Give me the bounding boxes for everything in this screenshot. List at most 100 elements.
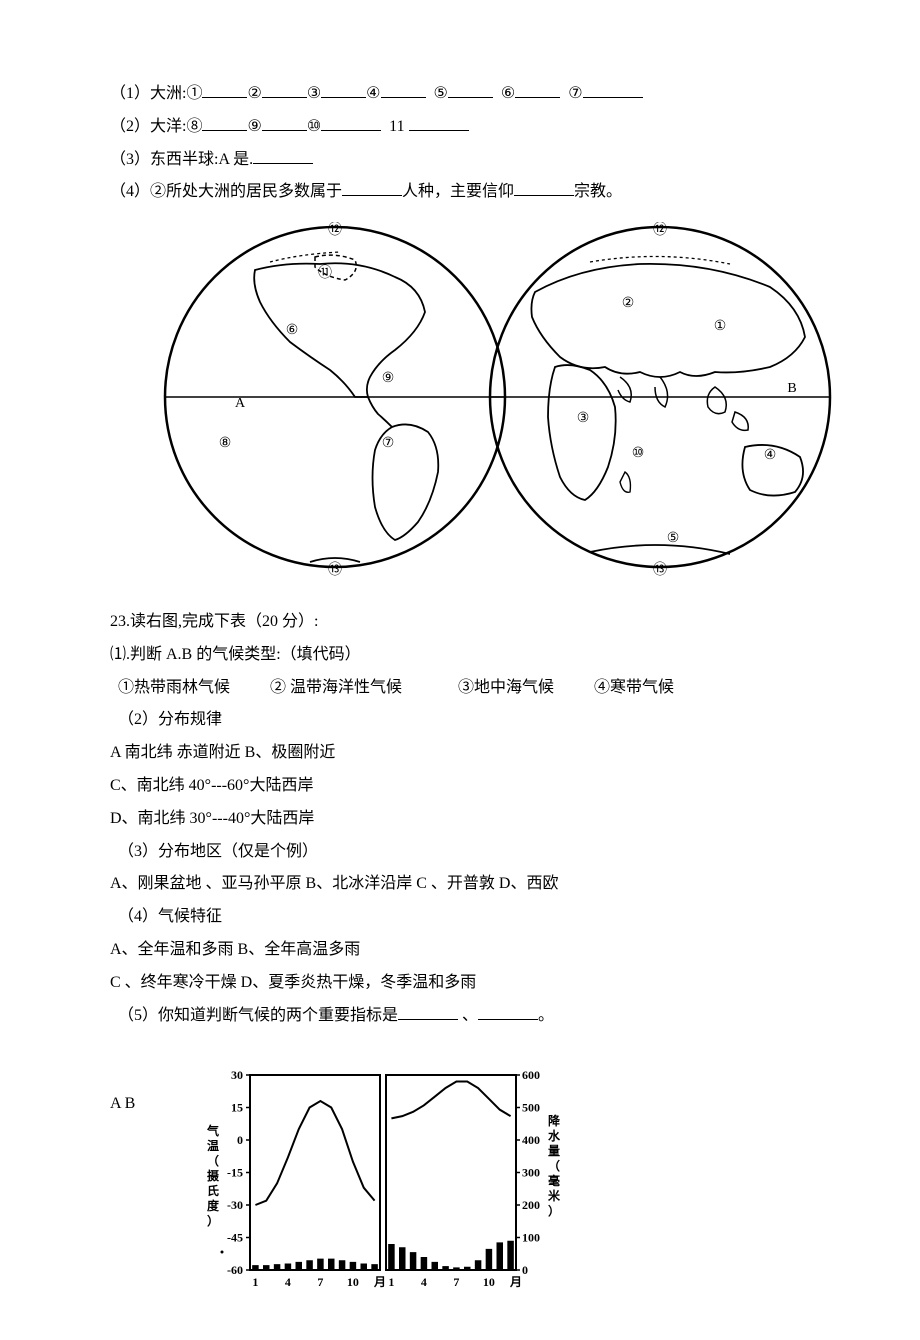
- blank[interactable]: [515, 82, 560, 98]
- question-3: （3）东西半球:A 是.: [110, 146, 810, 175]
- svg-text:③: ③: [577, 411, 590, 426]
- blank[interactable]: [321, 115, 381, 131]
- svg-text:200: 200: [522, 1198, 540, 1212]
- chart-ab-label: A B: [110, 1090, 135, 1119]
- svg-text:⑬: ⑬: [653, 562, 667, 578]
- svg-text:（: （: [207, 1153, 219, 1168]
- q2-item-3: ⑩: [307, 118, 321, 135]
- svg-text:）: ）: [548, 1203, 560, 1218]
- q23-sub4: （4）气候特征: [118, 903, 810, 932]
- blank[interactable]: [448, 82, 493, 98]
- blank[interactable]: [514, 180, 574, 196]
- q2-item-2: ⑨: [247, 118, 261, 135]
- svg-text:气: 气: [206, 1123, 219, 1138]
- blank[interactable]: [409, 115, 469, 131]
- svg-text:温: 温: [207, 1139, 219, 1153]
- svg-text:10: 10: [347, 1275, 359, 1289]
- svg-text:A: A: [235, 396, 246, 411]
- svg-text:-45: -45: [227, 1231, 243, 1245]
- q23-sub5-sep: 、: [458, 1007, 478, 1024]
- svg-text:月: 月: [373, 1275, 386, 1289]
- svg-text:4: 4: [285, 1275, 291, 1289]
- q4-prefix: （4）②所处大洲的居民多数属于: [110, 183, 342, 200]
- question-2: （2）大洋:⑧⑨⑩ 11: [110, 113, 810, 142]
- svg-text:600: 600: [522, 1068, 540, 1082]
- svg-text:500: 500: [522, 1101, 540, 1115]
- question-1: （1）大洲:① ② ③ ④ ⑤ ⑥ ⑦: [110, 80, 810, 109]
- svg-text:降: 降: [548, 1113, 561, 1128]
- q23-sub4-cd: C 、终年寒冷干燥 D、夏季炎热干燥，冬季温和多雨: [110, 969, 810, 998]
- blank[interactable]: [583, 82, 643, 98]
- q4-suffix: 宗教。: [574, 183, 622, 200]
- svg-text:月: 月: [509, 1275, 522, 1289]
- blank[interactable]: [321, 82, 366, 98]
- blank[interactable]: [202, 82, 247, 98]
- svg-text:米: 米: [548, 1188, 561, 1203]
- svg-text:⑧: ⑧: [219, 436, 232, 451]
- svg-text:30: 30: [231, 1068, 243, 1082]
- blank[interactable]: [478, 1004, 538, 1020]
- svg-text:0: 0: [237, 1133, 243, 1147]
- q23-sub5-suffix: 。: [538, 1007, 554, 1024]
- q2-item-1: ⑧: [186, 118, 202, 135]
- svg-text:⑥: ⑥: [286, 323, 299, 338]
- q1-item-5: ⑤: [434, 85, 448, 102]
- svg-text:300: 300: [522, 1166, 540, 1180]
- svg-text:④: ④: [764, 448, 777, 463]
- q23-sub2: （2）分布规律: [118, 706, 810, 735]
- q1-item-3: ③: [307, 85, 321, 102]
- q1-item-4: ④: [366, 85, 380, 102]
- svg-text:⑨: ⑨: [382, 371, 395, 386]
- map-svg: ⑫⑪⑥A⑧⑨⑦⑬⑫②①B③⑩④⑤⑬: [160, 222, 840, 582]
- q23-sub4-ab: A、全年温和多雨 B、全年高温多雨: [110, 936, 810, 965]
- q23-sub1-opts-text: ①热带雨林气候 ② 温带海洋性气候 ③地中海气候 ④寒带气候: [110, 679, 674, 696]
- blank[interactable]: [262, 115, 307, 131]
- q23-sub5-prefix: （5）你知道判断气候的两个重要指标是: [118, 1007, 398, 1024]
- q23-sub3: （3）分布地区（仅是个例）: [118, 838, 810, 867]
- q23-sub3-opts: A、刚果盆地 、亚马孙平原 B、北冰洋沿岸 C 、开普敦 D、西欧: [110, 870, 810, 899]
- svg-text:0: 0: [522, 1263, 528, 1277]
- svg-text:4: 4: [421, 1275, 427, 1289]
- blank[interactable]: [398, 1004, 458, 1020]
- svg-text:15: 15: [231, 1101, 243, 1115]
- q1-item-1: ①: [186, 85, 202, 102]
- svg-text:-60: -60: [227, 1263, 243, 1277]
- svg-text:⑪: ⑪: [318, 265, 332, 281]
- q2-item-4: 11: [389, 118, 404, 135]
- svg-text:度: 度: [207, 1198, 220, 1213]
- svg-text:）: ）: [207, 1213, 219, 1228]
- svg-text:B: B: [787, 381, 796, 396]
- q1-item-6: ⑥: [501, 85, 515, 102]
- q1-prefix: （1）大洲:: [110, 85, 186, 102]
- q1-item-2: ②: [247, 85, 261, 102]
- svg-text:②: ②: [622, 296, 635, 311]
- q3-text: （3）东西半球:A 是.: [110, 151, 253, 168]
- blank[interactable]: [262, 82, 307, 98]
- svg-text:100: 100: [522, 1231, 540, 1245]
- chart-svg: 30150-15-30-45-606005004003002001000气温（摄…: [195, 1060, 575, 1300]
- svg-text:⑬: ⑬: [328, 562, 342, 578]
- q23-sub1: ⑴.判断 A.B 的气候类型:（填代码）: [110, 641, 810, 670]
- svg-text:摄: 摄: [207, 1168, 220, 1183]
- svg-text:水: 水: [548, 1128, 561, 1143]
- blank[interactable]: [202, 115, 247, 131]
- svg-text:（: （: [548, 1158, 560, 1173]
- blank[interactable]: [381, 82, 426, 98]
- question-4: （4）②所处大洲的居民多数属于 人种，主要信仰 宗教。: [110, 178, 810, 207]
- svg-text:⑤: ⑤: [667, 531, 680, 546]
- blank[interactable]: [253, 148, 313, 164]
- svg-text:氏: 氏: [207, 1183, 219, 1198]
- q4-mid: 人种，主要信仰: [402, 183, 514, 200]
- svg-text:⑫: ⑫: [653, 222, 667, 238]
- svg-text:1: 1: [389, 1275, 395, 1289]
- svg-text:-30: -30: [227, 1198, 243, 1212]
- blank[interactable]: [342, 180, 402, 196]
- svg-text:⑫: ⑫: [328, 222, 342, 238]
- q23-sub1-opts: ①热带雨林气候 ② 温带海洋性气候 ③地中海气候 ④寒带气候: [110, 674, 810, 703]
- svg-text:毫: 毫: [548, 1173, 560, 1188]
- q1-item-7: ⑦: [568, 85, 582, 102]
- svg-text:400: 400: [522, 1133, 540, 1147]
- svg-text:⑩: ⑩: [632, 446, 645, 461]
- q23-title: 23.读右图,完成下表（20 分）:: [110, 608, 810, 637]
- svg-text:量: 量: [548, 1144, 560, 1158]
